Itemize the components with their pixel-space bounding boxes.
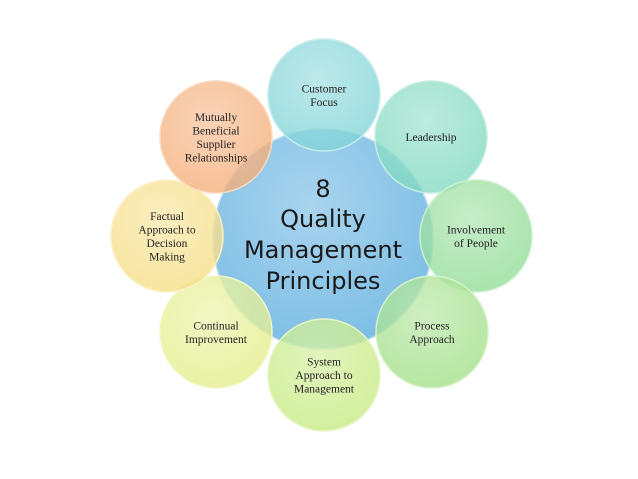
principle-label-mutually-beneficial: Beneficial: [192, 125, 239, 137]
principle-label-process-approach: Process: [414, 320, 450, 332]
principle-circle-continual-improvement: [159, 275, 273, 389]
principle-label-system-approach: Management: [294, 384, 355, 396]
principle-circles: Customer Focus Leadership Involvement of Peo…: [110, 38, 533, 432]
principle-customer-focus: Customer Focus: [267, 38, 381, 152]
center-circle-group: 8 Quality Management Principles: [212, 128, 434, 350]
principle-involvement-of-people: Involvement of People: [419, 179, 533, 293]
center-line-1: 8: [315, 175, 330, 203]
principle-label-customer-focus: Focus: [310, 97, 338, 109]
principle-label-factual-approach: Decision: [147, 238, 188, 250]
principle-circle-leadership: [374, 80, 488, 194]
principle-label-mutually-beneficial: Relationships: [185, 152, 248, 164]
principle-circle-mutually-beneficial: [159, 80, 273, 194]
center-line-2: Quality: [280, 205, 366, 233]
principle-circle-process-approach: [375, 275, 489, 389]
principle-leadership: Leadership: [374, 80, 488, 194]
principle-label-factual-approach: Approach to: [138, 224, 195, 236]
principle-label-customer-focus: Customer: [302, 83, 347, 95]
principle-circle-customer-focus: [267, 38, 381, 152]
principle-label-leadership: Leadership: [405, 132, 456, 144]
principle-circle-factual-approach: [110, 179, 224, 293]
principle-label-involvement-of-people: of People: [454, 238, 498, 250]
principle-label-mutually-beneficial: Supplier: [197, 139, 236, 151]
principle-label-system-approach: System: [307, 357, 341, 369]
principle-label-factual-approach: Making: [149, 251, 185, 263]
principle-label-continual-improvement: Improvement: [185, 334, 248, 346]
principle-label-involvement-of-people: Involvement: [447, 224, 506, 236]
principle-label-mutually-beneficial: Mutually: [195, 112, 237, 124]
principle-label-system-approach: Approach to: [295, 370, 352, 382]
principle-label-factual-approach: Factual: [150, 211, 184, 223]
center-line-4: Principles: [266, 267, 381, 295]
center-line-3: Management: [244, 236, 402, 264]
principle-label-process-approach: Approach: [409, 334, 455, 346]
principle-continual-improvement: Continual Improvement: [159, 275, 273, 389]
principle-circle-system-approach: [267, 318, 381, 432]
principle-circle-involvement-of-people: [419, 179, 533, 293]
principle-process-approach: Process Approach: [375, 275, 489, 389]
principle-label-continual-improvement: Continual: [193, 320, 238, 332]
